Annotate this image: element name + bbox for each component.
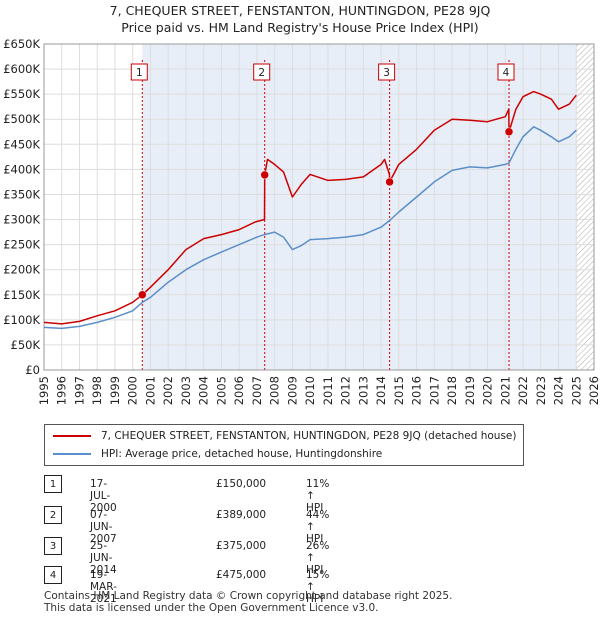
- sale-date: 19-MAR-2021: [90, 569, 117, 605]
- sale-number-label: 2: [258, 67, 265, 79]
- sale-number-box: [378, 63, 396, 81]
- x-tick-label: 2021: [498, 376, 512, 405]
- y-tick-label: £250K: [3, 238, 40, 252]
- x-tick-label: 2011: [321, 376, 335, 405]
- sale-number-box: [130, 63, 148, 81]
- x-tick-label: 1998: [90, 376, 104, 405]
- sale-number-label: 4: [503, 67, 510, 79]
- x-tick-label: 2006: [232, 376, 246, 405]
- x-tick-label: 2002: [161, 376, 175, 405]
- x-tick-label: 2007: [250, 376, 264, 405]
- legend-item-hpi: HPI: Average price, detached house, Hunt…: [53, 446, 382, 462]
- y-tick-label: £300K: [3, 213, 40, 227]
- sale-hpi-diff: 15% ↑ HPI: [306, 569, 330, 605]
- ownership-shade: [264, 44, 390, 370]
- y-tick-label: £100K: [3, 313, 40, 327]
- sale-date: 07-JUN-2007: [90, 509, 117, 545]
- x-tick-label: 2003: [179, 376, 193, 405]
- sale-number-badge: 4: [44, 566, 62, 584]
- x-tick-label: 2012: [339, 376, 353, 405]
- y-tick-label: £600K: [3, 62, 40, 76]
- chart-subtitle: Price paid vs. HM Land Registry's House …: [121, 20, 479, 35]
- x-tick-label: 2020: [481, 376, 495, 405]
- price-chart: £0 £50K £100K £150K £200K £250K £300K £350K £400…: [3, 37, 600, 405]
- ownership-shade: [389, 44, 510, 370]
- sale-number-badge: 2: [44, 506, 62, 524]
- sale-number-box: [497, 63, 515, 81]
- footer-copyright: Contains HM Land Registry data © Crown c…: [44, 590, 453, 602]
- x-tick-label: 1997: [72, 376, 86, 405]
- y-tick-label: £150K: [3, 288, 40, 302]
- series-line-hpi: [43, 126, 577, 330]
- y-tick-label: £550K: [3, 87, 40, 101]
- x-tick-label: 1999: [108, 376, 122, 405]
- x-tick-label: 2004: [197, 376, 211, 405]
- sale-price: £389,000: [216, 509, 267, 521]
- sale-point: [504, 127, 514, 137]
- sale-price: £475,000: [216, 569, 267, 581]
- sale-point: [138, 290, 147, 300]
- x-tick-label: 2016: [410, 376, 424, 405]
- x-tick-label: 2017: [427, 376, 441, 405]
- plot-frame: [43, 43, 595, 371]
- legend-item-property: 7, CHEQUER STREET, FENSTANTON, HUNTINGDO…: [53, 428, 517, 444]
- sale-number-label: 1: [136, 67, 143, 79]
- sale-price: £375,000: [216, 540, 267, 552]
- x-tick-label: 1995: [37, 376, 51, 405]
- sale-price: £150,000: [216, 478, 267, 490]
- ownership-shade: [509, 44, 577, 370]
- x-tick-label: 2024: [552, 376, 566, 405]
- sale-number-label: 3: [383, 67, 390, 79]
- y-tick-label: £450K: [3, 137, 40, 151]
- forecast-hatch: [576, 44, 594, 370]
- legend: 7, CHEQUER STREET, FENSTANTON, HUNTINGDO…: [44, 424, 524, 466]
- chart-title: 7, CHEQUER STREET, FENSTANTON, HUNTINGDO…: [109, 3, 491, 18]
- y-tick-label: £50K: [11, 338, 41, 352]
- x-tick-label: 2008: [268, 376, 282, 405]
- x-tick-label: 2026: [587, 376, 600, 405]
- sale-number-badge: 1: [44, 475, 62, 493]
- sale-hpi-diff: 26% ↑ HPI: [306, 540, 330, 576]
- x-tick-label: 1996: [55, 376, 69, 405]
- sale-hpi-diff: 44% ↑ HPI: [306, 509, 330, 545]
- sale-date: 25-JUN-2014: [90, 540, 117, 576]
- x-tick-label: 2009: [285, 376, 299, 405]
- x-tick-label: 2000: [126, 376, 140, 405]
- legend-swatch-hpi: [53, 453, 91, 455]
- sale-hpi-diff: 11% ↑ HPI: [306, 478, 330, 514]
- legend-label-hpi: HPI: Average price, detached house, Hunt…: [101, 448, 383, 460]
- sale-date: 17-JUL-2000: [90, 478, 117, 514]
- sale-point: [385, 177, 394, 187]
- y-tick-label: £400K: [3, 162, 40, 176]
- x-tick-label: 2018: [445, 376, 459, 405]
- y-tick-label: £500K: [3, 112, 40, 126]
- x-tick-label: 2025: [569, 376, 583, 405]
- y-tick-label: £200K: [3, 263, 40, 277]
- x-tick-label: 2005: [214, 376, 228, 405]
- series-line-property: [43, 90, 577, 325]
- sale-number-badge: 3: [44, 537, 62, 555]
- x-tick-label: 2013: [356, 376, 370, 405]
- x-tick-label: 2019: [463, 376, 477, 405]
- x-tick-label: 2022: [516, 376, 530, 405]
- y-tick-label: £650K: [3, 37, 40, 51]
- footer-licence: This data is licensed under the Open Gov…: [44, 602, 379, 614]
- y-tick-label: £0: [25, 363, 40, 377]
- x-tick-label: 2010: [303, 376, 317, 405]
- x-tick-label: 2001: [143, 376, 157, 405]
- x-tick-label: 2015: [392, 376, 406, 405]
- legend-label-property: 7, CHEQUER STREET, FENSTANTON, HUNTINGDO…: [101, 430, 517, 442]
- legend-swatch-property: [53, 435, 91, 437]
- y-tick-label: £350K: [3, 187, 40, 201]
- x-tick-label: 2014: [374, 376, 388, 405]
- x-tick-label: 2023: [534, 376, 548, 405]
- sale-point: [260, 170, 269, 180]
- sale-number-box: [253, 63, 271, 81]
